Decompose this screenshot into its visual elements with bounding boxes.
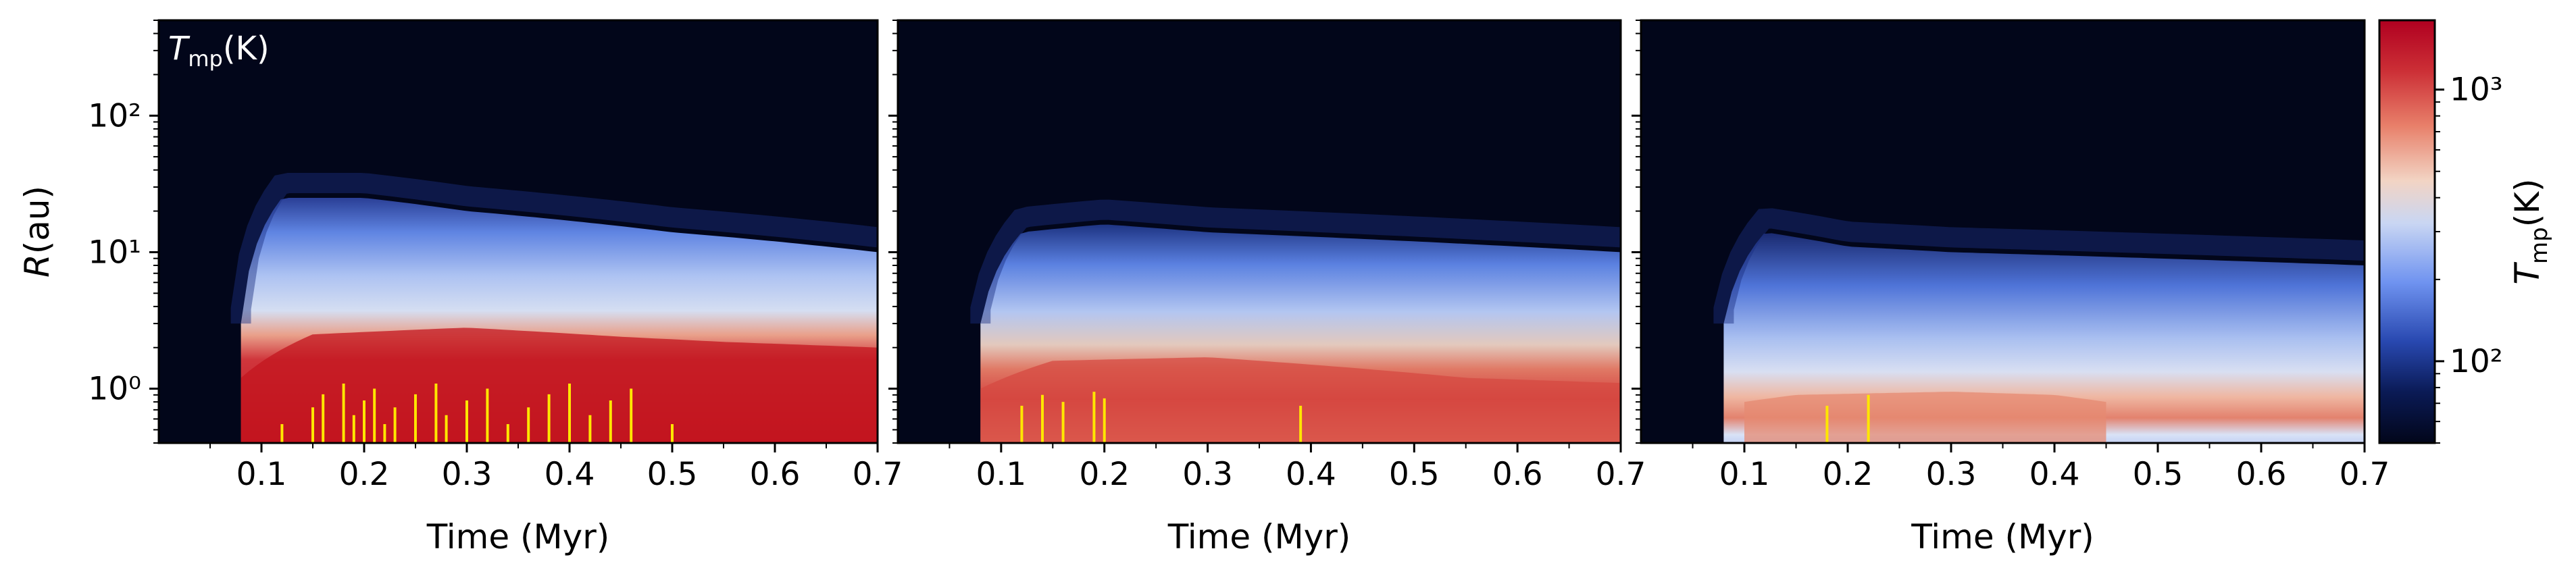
x-tick-label: 0.4 — [2029, 456, 2080, 493]
x-tick-label: 0.1 — [976, 456, 1026, 493]
x-tick-label: 0.7 — [1596, 456, 1646, 493]
y-tick-label: 10¹ — [88, 234, 141, 271]
x-axis-label: Time (Myr) — [1911, 517, 2094, 556]
panel-annotation: Tmp(K) — [168, 30, 270, 72]
heatmap-1 — [159, 20, 878, 443]
x-tick-label: 0.2 — [1823, 456, 1873, 493]
hot-region — [980, 357, 1621, 443]
hot-region — [241, 328, 878, 443]
colorbar-gradient — [2378, 19, 2436, 444]
x-tick-label: 0.3 — [1926, 456, 1977, 493]
panels: 0.1 0.2 0.3 0.4 0.5 0.6 0.7 Time (Myr) 10⁰ 10¹ 10²… — [18, 19, 2390, 556]
x-tick-label: 0.7 — [2340, 456, 2390, 493]
x-tick-label: 0.6 — [750, 456, 801, 493]
disk-halo — [1713, 208, 2365, 324]
x-tick-label: 0.5 — [1389, 456, 1440, 493]
panel-2: 0.1 0.2 0.3 0.4 0.5 0.6 0.7 Time (Myr) — [888, 19, 1646, 556]
x-tick-label: 0.2 — [339, 456, 390, 493]
heatmap-2 — [898, 20, 1621, 443]
x-tick-label: 0.5 — [2133, 456, 2183, 493]
colorbar-tick-label: 10² — [2450, 343, 2503, 380]
x-axis-label: Time (Myr) — [1167, 517, 1351, 556]
x-tick-label: 0.7 — [853, 456, 903, 493]
x-axis-label: Time (Myr) — [426, 517, 610, 556]
x-tick-label: 0.1 — [236, 456, 287, 493]
x-tick-label: 0.4 — [1286, 456, 1336, 493]
x-tick-label: 0.3 — [1182, 456, 1233, 493]
colorbar-tick-label: 10³ — [2450, 72, 2503, 109]
y-tick-label: 10² — [88, 97, 141, 134]
x-tick-label: 0.1 — [1719, 456, 1770, 493]
colorbar: 10² 10³ Tmp(K) — [2378, 19, 2553, 444]
panel-1: 0.1 0.2 0.3 0.4 0.5 0.6 0.7 Time (Myr) 10⁰ 10¹ 10²… — [18, 19, 903, 556]
disk-halo — [970, 199, 1621, 324]
y-tick-label: 10⁰ — [88, 371, 141, 408]
x-tick-label: 0.4 — [545, 456, 595, 493]
y-axis-label: R(au) — [18, 186, 57, 278]
disk-halo — [230, 173, 878, 324]
x-tick-label: 0.5 — [647, 456, 698, 493]
disk-region — [1723, 233, 2365, 443]
panel-3: 0.1 0.2 0.3 0.4 0.5 0.6 0.7 Time (Myr) — [1632, 19, 2390, 556]
colorbar-label: Tmp(K) — [2508, 178, 2553, 284]
x-tick-label: 0.6 — [2236, 456, 2287, 493]
heatmap-3 — [1641, 20, 2365, 443]
x-tick-label: 0.6 — [1492, 456, 1543, 493]
colorbar-ticks: 10² 10³ — [2435, 72, 2503, 444]
x-tick-label: 0.3 — [442, 456, 493, 493]
hot-region — [1744, 392, 2106, 443]
x-tick-label: 0.2 — [1079, 456, 1130, 493]
